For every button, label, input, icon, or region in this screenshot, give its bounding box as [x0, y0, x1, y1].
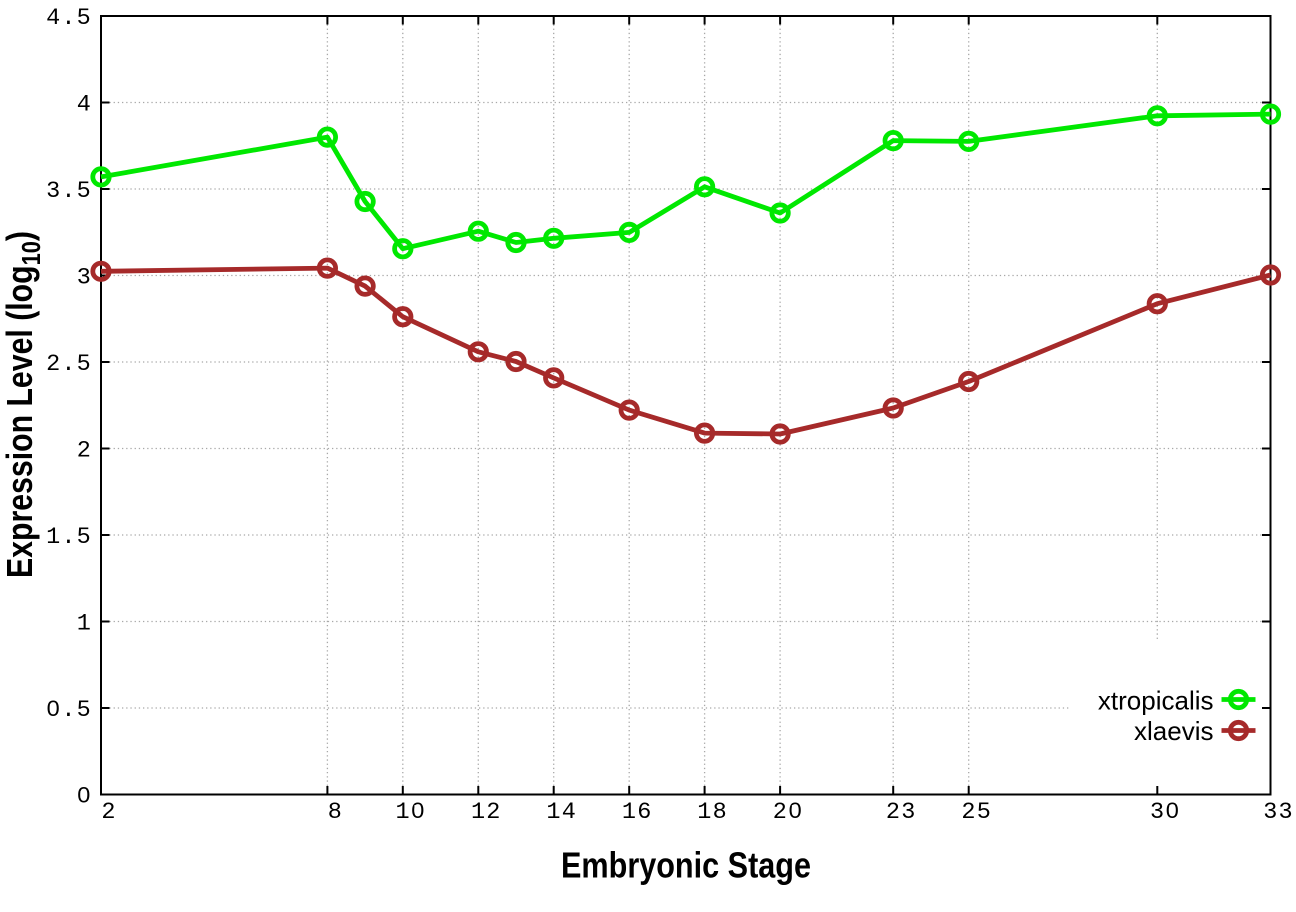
svg-text:12: 12	[471, 799, 502, 826]
svg-text:1.5: 1.5	[46, 524, 92, 551]
svg-text:4: 4	[77, 92, 92, 119]
svg-text:33: 33	[1263, 799, 1294, 826]
svg-text:xtropicalis: xtropicalis	[1098, 686, 1214, 716]
svg-text:8: 8	[328, 799, 343, 826]
svg-text:18: 18	[697, 799, 728, 826]
svg-text:3.5: 3.5	[46, 178, 92, 205]
svg-text:2: 2	[101, 799, 116, 826]
svg-text:25: 25	[961, 799, 992, 826]
svg-text:1: 1	[77, 611, 92, 638]
svg-text:Expression Level (log10): Expression Level (log10)	[0, 231, 46, 578]
svg-text:2.5: 2.5	[46, 351, 92, 378]
svg-text:xlaevis: xlaevis	[1134, 716, 1213, 746]
svg-text:3: 3	[77, 265, 92, 292]
svg-text:Embryonic Stage: Embryonic Stage	[561, 845, 811, 886]
svg-text:2: 2	[77, 438, 92, 465]
svg-text:20: 20	[773, 799, 804, 826]
svg-text:23: 23	[886, 799, 917, 826]
svg-text:14: 14	[546, 799, 577, 826]
svg-text:30: 30	[1150, 799, 1181, 826]
svg-text:16: 16	[622, 799, 653, 826]
svg-text:4.5: 4.5	[46, 5, 92, 32]
svg-text:10: 10	[395, 799, 426, 826]
